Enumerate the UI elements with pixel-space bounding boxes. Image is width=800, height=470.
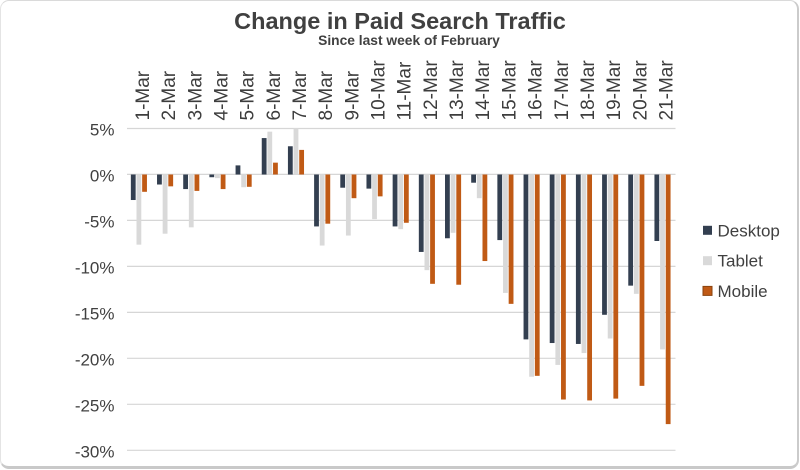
svg-text:21-Mar: 21-Mar <box>656 60 677 121</box>
svg-text:19-Mar: 19-Mar <box>604 60 625 121</box>
svg-text:-25%: -25% <box>75 396 115 415</box>
svg-text:Mobile: Mobile <box>718 282 768 301</box>
svg-text:0%: 0% <box>90 166 115 185</box>
svg-text:-30%: -30% <box>75 442 115 461</box>
svg-text:8-Mar: 8-Mar <box>316 70 337 120</box>
svg-text:9-Mar: 9-Mar <box>342 70 363 120</box>
svg-text:16-Mar: 16-Mar <box>526 60 547 121</box>
svg-text:11-Mar: 11-Mar <box>395 61 416 120</box>
svg-text:5%: 5% <box>90 121 115 140</box>
svg-text:2-Mar: 2-Mar <box>159 70 180 120</box>
svg-text:Tablet: Tablet <box>718 252 764 271</box>
svg-text:17-Mar: 17-Mar <box>552 60 573 121</box>
svg-text:7-Mar: 7-Mar <box>290 70 311 120</box>
svg-text:20-Mar: 20-Mar <box>630 60 651 121</box>
svg-text:3-Mar: 3-Mar <box>185 70 206 120</box>
svg-text:4-Mar: 4-Mar <box>211 70 232 120</box>
svg-text:13-Mar: 13-Mar <box>447 60 468 121</box>
svg-text:5-Mar: 5-Mar <box>238 70 259 120</box>
svg-text:15-Mar: 15-Mar <box>499 60 520 121</box>
svg-text:-20%: -20% <box>75 350 115 369</box>
svg-text:Desktop: Desktop <box>718 221 780 240</box>
svg-text:12-Mar: 12-Mar <box>421 60 442 121</box>
svg-text:6-Mar: 6-Mar <box>264 70 285 120</box>
svg-text:-15%: -15% <box>75 304 115 323</box>
svg-text:14-Mar: 14-Mar <box>473 60 494 121</box>
svg-text:-5%: -5% <box>84 212 114 231</box>
svg-text:-10%: -10% <box>75 258 115 277</box>
svg-text:10-Mar: 10-Mar <box>368 60 389 121</box>
svg-text:18-Mar: 18-Mar <box>578 60 599 121</box>
svg-text:1-Mar: 1-Mar <box>133 70 154 120</box>
